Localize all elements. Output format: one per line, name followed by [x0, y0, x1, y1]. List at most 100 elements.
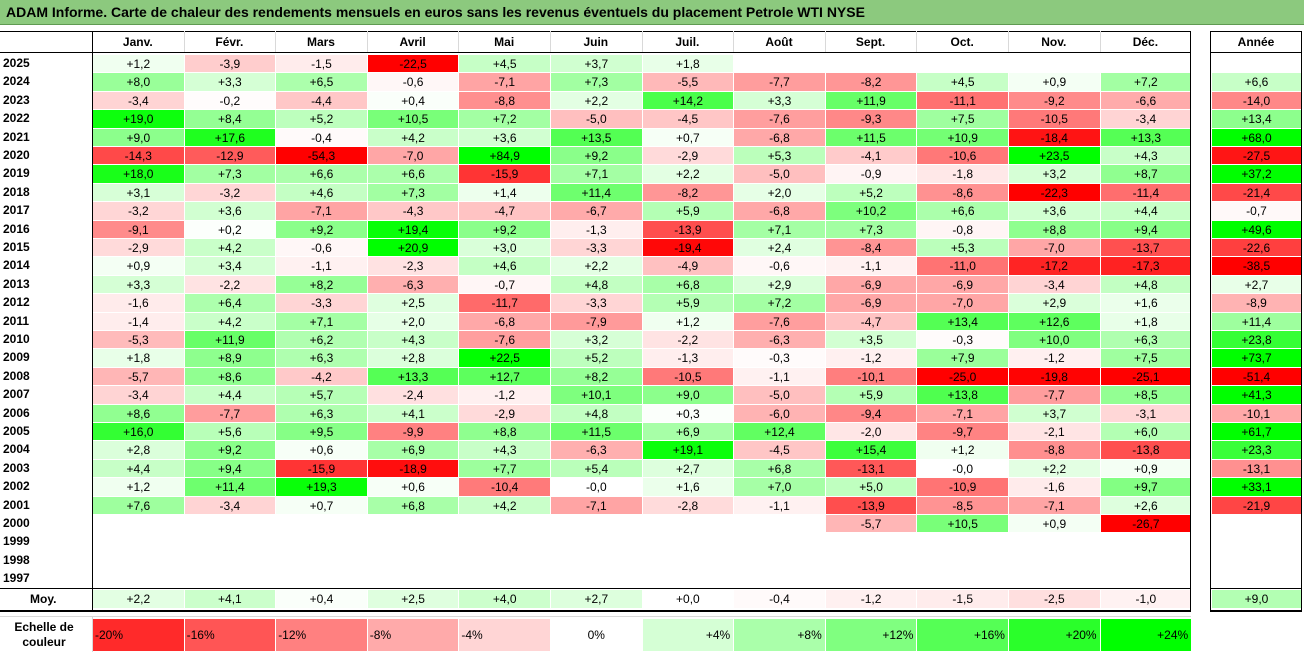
- heatmap-cell: +2,8: [93, 441, 184, 459]
- heatmap-cell: +2,4: [734, 239, 825, 257]
- heatmap-cell: +16,0: [93, 423, 184, 441]
- heatmap-cell: -7,1: [551, 496, 642, 514]
- annual-cell: -0,7: [1212, 202, 1301, 220]
- heatmap-cell: +7,2: [459, 110, 550, 128]
- grid-line: [1210, 31, 1302, 32]
- heatmap-cell: +4,8: [551, 404, 642, 422]
- heatmap-cell: -6,8: [734, 202, 825, 220]
- heatmap-cell: -5,7: [825, 515, 917, 533]
- heatmap-cell: +18,0: [93, 165, 184, 183]
- heatmap-cell: +2,9: [1009, 294, 1100, 312]
- heatmap-cell: +7,6: [93, 496, 184, 514]
- heatmap-cell: -5,0: [734, 386, 825, 404]
- average-cell: +0,4: [276, 590, 367, 608]
- heatmap-cell: -1,2: [825, 349, 917, 367]
- heatmap-cell: +10,9: [917, 128, 1008, 146]
- heatmap-cell: -2,9: [93, 239, 184, 257]
- heatmap-cell: +13,3: [367, 367, 459, 386]
- grid-line: [1190, 31, 1191, 611]
- year-label: 2022: [3, 111, 30, 126]
- heatmap-cell: +8,8: [1009, 220, 1100, 238]
- heatmap-cell: +17,6: [184, 128, 276, 146]
- heatmap-cell: -0,0: [551, 478, 642, 496]
- heatmap-cell: +1,4: [459, 183, 550, 202]
- heatmap-cell: -1,5: [276, 55, 367, 73]
- heatmap-cell: -1,1: [734, 367, 825, 386]
- heatmap-cell: +3,0: [459, 239, 550, 257]
- heatmap-cell: +4,8: [551, 275, 642, 294]
- heatmap-cell: +4,5: [459, 55, 550, 73]
- heatmap-cell: -8,8: [459, 91, 550, 110]
- heatmap-cell: +5,9: [642, 202, 734, 220]
- heatmap-cell: +0,3: [642, 404, 734, 422]
- heatmap-cell: -7,6: [734, 312, 825, 330]
- month-header: Août: [765, 35, 793, 49]
- heatmap-cell: +7,7: [459, 459, 550, 478]
- scale-swatch: +16%: [917, 619, 1008, 651]
- scale-swatch: 0%: [551, 619, 642, 651]
- heatmap-cell: -3,4: [1100, 110, 1192, 128]
- heatmap-cell: +9,0: [93, 128, 184, 146]
- annual-cell: +49,6: [1212, 220, 1301, 238]
- heatmap-cell: [642, 533, 734, 551]
- year-label: 1997: [3, 571, 30, 586]
- heatmap-cell: -3,3: [551, 294, 642, 312]
- year-label: 2009: [3, 350, 30, 365]
- scale-swatch: +4%: [642, 619, 734, 651]
- heatmap-cell: -0,6: [734, 257, 825, 275]
- heatmap-cell: +3,2: [1009, 165, 1100, 183]
- heatmap-cell: -54,3: [276, 147, 367, 165]
- heatmap-cell: +6,8: [367, 496, 459, 514]
- heatmap-cell: +0,9: [1009, 515, 1100, 533]
- heatmap-cell: -5,5: [642, 73, 734, 91]
- heatmap-cell: +7,3: [367, 183, 459, 202]
- year-label: 2018: [3, 184, 30, 199]
- heatmap-cell: +84,9: [459, 147, 550, 165]
- heatmap-cell: -6,0: [734, 404, 825, 422]
- year-label: 2015: [3, 240, 30, 254]
- heatmap-cell: +8,6: [93, 404, 184, 422]
- grid-line: [733, 31, 735, 52]
- heatmap-cell: +4,6: [276, 183, 367, 202]
- heatmap-cell: +6,9: [367, 441, 459, 459]
- heatmap-cell: +8,5: [1100, 386, 1192, 404]
- heatmap-cell: [1100, 533, 1192, 551]
- heatmap-cell: -3,1: [1100, 404, 1192, 422]
- heatmap-cell: -8,5: [917, 496, 1008, 514]
- heatmap-cell: -6,9: [825, 275, 917, 294]
- heatmap-cell: +4,2: [184, 312, 276, 330]
- heatmap-cell: [1009, 570, 1100, 588]
- annual-cell: -27,5: [1212, 147, 1301, 165]
- heatmap-cell: +4,3: [367, 331, 459, 349]
- annual-header: Année: [1237, 35, 1275, 49]
- year-label: 2016: [3, 221, 30, 236]
- heatmap-cell: +9,0: [642, 386, 734, 404]
- year-label: 2017: [3, 203, 30, 218]
- heatmap-cell: +7,1: [551, 165, 642, 183]
- annual-cell: +61,7: [1212, 423, 1301, 441]
- average-cell: -1,5: [917, 590, 1008, 608]
- heatmap-cell: +5,2: [276, 110, 367, 128]
- year-label: 2001: [3, 497, 30, 512]
- heatmap-cell: +11,4: [184, 478, 276, 496]
- heatmap-cell: +7,0: [734, 478, 825, 496]
- heatmap-cell: -15,9: [276, 459, 367, 478]
- heatmap-cell: +1,8: [642, 55, 734, 73]
- annual-cell: [1212, 533, 1301, 551]
- heatmap-cell: [367, 515, 459, 533]
- heatmap-cell: -9,3: [825, 110, 917, 128]
- heatmap-cell: -7,7: [734, 73, 825, 91]
- grid-line: [550, 31, 551, 52]
- year-label: 2020: [3, 148, 30, 162]
- heatmap-cell: -13,9: [642, 220, 734, 238]
- year-label: 2002: [3, 479, 30, 494]
- heatmap-cell: [367, 551, 459, 570]
- heatmap-cell: +0,4: [367, 91, 459, 110]
- heatmap-cell: [917, 55, 1008, 73]
- heatmap-cell: [276, 533, 367, 551]
- average-cell: +2,7: [551, 590, 642, 608]
- scale-swatch: -8%: [367, 619, 459, 651]
- heatmap-cell: +1,2: [917, 441, 1008, 459]
- heatmap-cell: +10,2: [825, 202, 917, 220]
- annual-cell: -21,4: [1212, 183, 1301, 202]
